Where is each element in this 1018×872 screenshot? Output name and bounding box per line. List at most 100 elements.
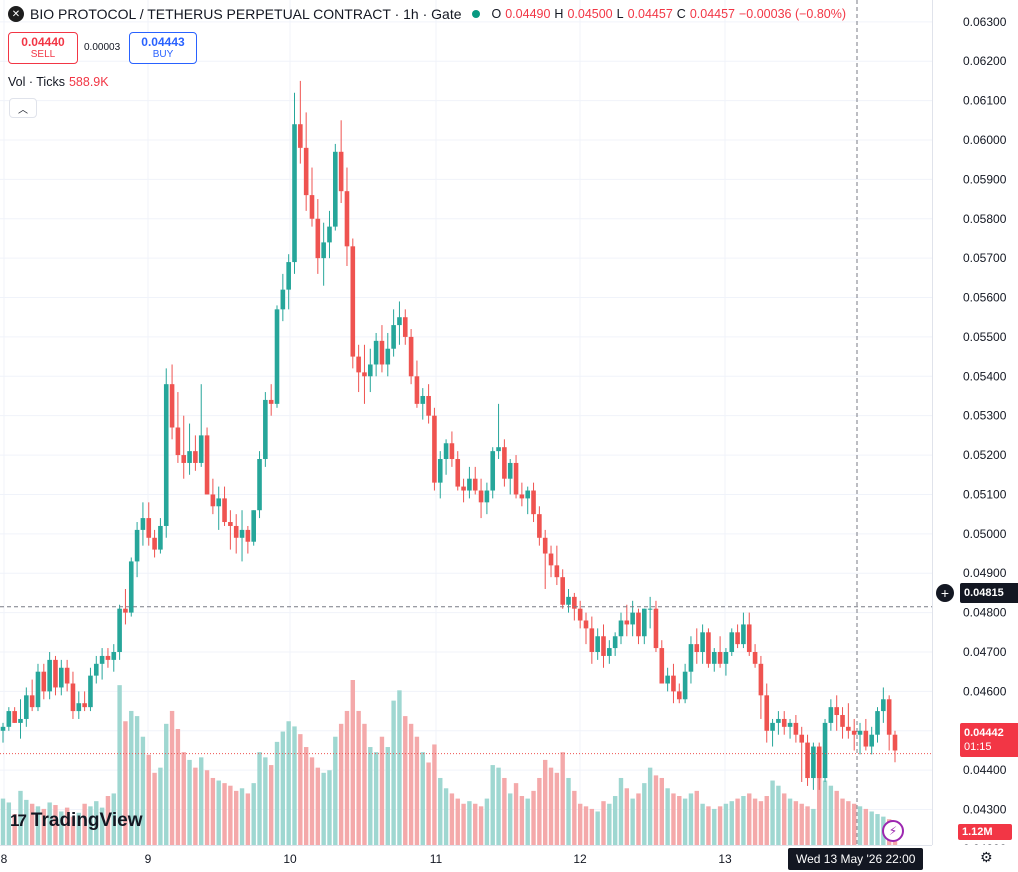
candle <box>717 636 723 668</box>
volume-bar <box>321 772 326 845</box>
candle <box>507 459 513 495</box>
chart-pane[interactable] <box>0 0 932 850</box>
grid-lines <box>0 0 932 850</box>
candle <box>881 687 886 723</box>
candle-body <box>222 498 227 523</box>
candle-body <box>257 459 262 511</box>
volume-bar <box>478 806 484 845</box>
volume-bar <box>403 716 408 845</box>
candle-body <box>467 478 472 491</box>
candle-body <box>268 399 274 404</box>
time-tick-label: 11 <box>429 852 443 866</box>
volume-bar <box>41 808 47 845</box>
volume-bar <box>362 723 367 845</box>
volume-bar <box>723 803 729 845</box>
candle-body <box>688 644 694 672</box>
candle-body <box>659 648 665 684</box>
candle <box>443 439 449 475</box>
candle <box>70 671 76 719</box>
candle-body <box>507 462 513 479</box>
high-label: H <box>554 7 564 21</box>
volume-bar <box>682 798 688 845</box>
candle-body <box>752 652 758 664</box>
volume-bar <box>484 798 490 845</box>
volume-bar <box>0 798 6 845</box>
volume-bar <box>82 803 87 845</box>
candle-body <box>717 652 723 664</box>
volume-bar <box>333 736 338 845</box>
candlestick-chart[interactable] <box>0 0 932 850</box>
candle <box>665 667 670 692</box>
candle-body <box>822 722 828 779</box>
candle-body <box>694 644 700 653</box>
candle <box>64 659 70 692</box>
volume-bar <box>6 802 12 845</box>
volume-bar <box>35 806 41 845</box>
candle <box>671 663 676 704</box>
volume-bar <box>834 790 839 845</box>
settings-gear-icon[interactable]: ⚙ <box>980 849 993 865</box>
candle <box>0 722 6 743</box>
candle <box>892 730 898 763</box>
candle-body <box>59 667 64 688</box>
candle-body <box>723 652 729 664</box>
candle <box>263 392 268 467</box>
candle <box>484 482 490 515</box>
volume-bar <box>508 793 513 845</box>
candle <box>834 695 839 731</box>
candle <box>204 427 210 495</box>
candle <box>245 525 251 554</box>
volume-bar <box>29 803 35 845</box>
candle <box>333 143 338 231</box>
volume-bar <box>531 790 536 845</box>
time-axis[interactable]: 8 9 10 11 12 13 Wed 13 May '26 22:00 <box>0 845 932 872</box>
candle-body <box>711 652 717 664</box>
volume-bar <box>525 798 530 845</box>
volume-bar <box>589 808 595 845</box>
volume-legend[interactable]: Vol · Ticks 588.9K <box>8 75 109 89</box>
price-tick-label: 0.05300 <box>963 409 1007 423</box>
collapse-legend-button[interactable]: ︿ <box>9 98 37 118</box>
candle <box>105 648 111 668</box>
sell-button[interactable]: 0.04440 SELL <box>8 32 78 64</box>
buy-price: 0.04443 <box>141 35 185 49</box>
candle-body <box>461 486 466 491</box>
tradingview-logo[interactable]: 17 TradingView <box>10 810 143 832</box>
volume-bar <box>793 801 799 845</box>
candle <box>286 254 291 310</box>
candle <box>41 663 47 700</box>
candle-body <box>70 683 76 712</box>
volume-bar <box>554 772 560 845</box>
candle <box>47 652 52 700</box>
low-label: L <box>616 7 624 21</box>
candle-body <box>263 399 268 460</box>
candle <box>513 455 519 499</box>
volume-bar <box>747 793 752 845</box>
price-axis[interactable]: 0.06300 0.06200 0.06100 0.06000 0.05900 0.058… <box>932 0 1018 856</box>
price-tick-label: 0.05400 <box>963 369 1007 383</box>
candle <box>472 466 478 495</box>
candle-body <box>158 525 163 550</box>
add-alert-icon[interactable]: + <box>936 584 954 602</box>
price-tick-label: 0.04700 <box>963 645 1007 659</box>
volume-bar <box>385 747 390 845</box>
candle-body <box>834 707 839 716</box>
candle-body <box>210 494 216 507</box>
volume-bar <box>665 788 670 845</box>
candle-body <box>548 553 554 566</box>
volume-bar <box>537 777 542 845</box>
volume-bar <box>175 728 181 845</box>
change-value: −0.00036 (−0.80%) <box>739 7 847 21</box>
candle <box>181 415 187 479</box>
lightning-icon[interactable]: ⚡ <box>882 820 904 842</box>
symbol-legend[interactable]: ✕ BIO PROTOCOL / TETHERUS PERPETUAL CONT… <box>8 6 846 22</box>
price-tick-label: 0.05600 <box>963 291 1007 305</box>
candle-body <box>216 498 222 507</box>
volume-bar <box>111 793 116 845</box>
candle-body <box>577 608 583 621</box>
candle <box>537 506 542 546</box>
symbol-title[interactable]: BIO PROTOCOL / TETHERUS PERPETUAL CONTRA… <box>30 6 462 22</box>
buy-button[interactable]: 0.04443 BUY <box>129 32 197 64</box>
candle-body <box>239 529 245 538</box>
price-tick-label: 0.04600 <box>963 684 1007 698</box>
